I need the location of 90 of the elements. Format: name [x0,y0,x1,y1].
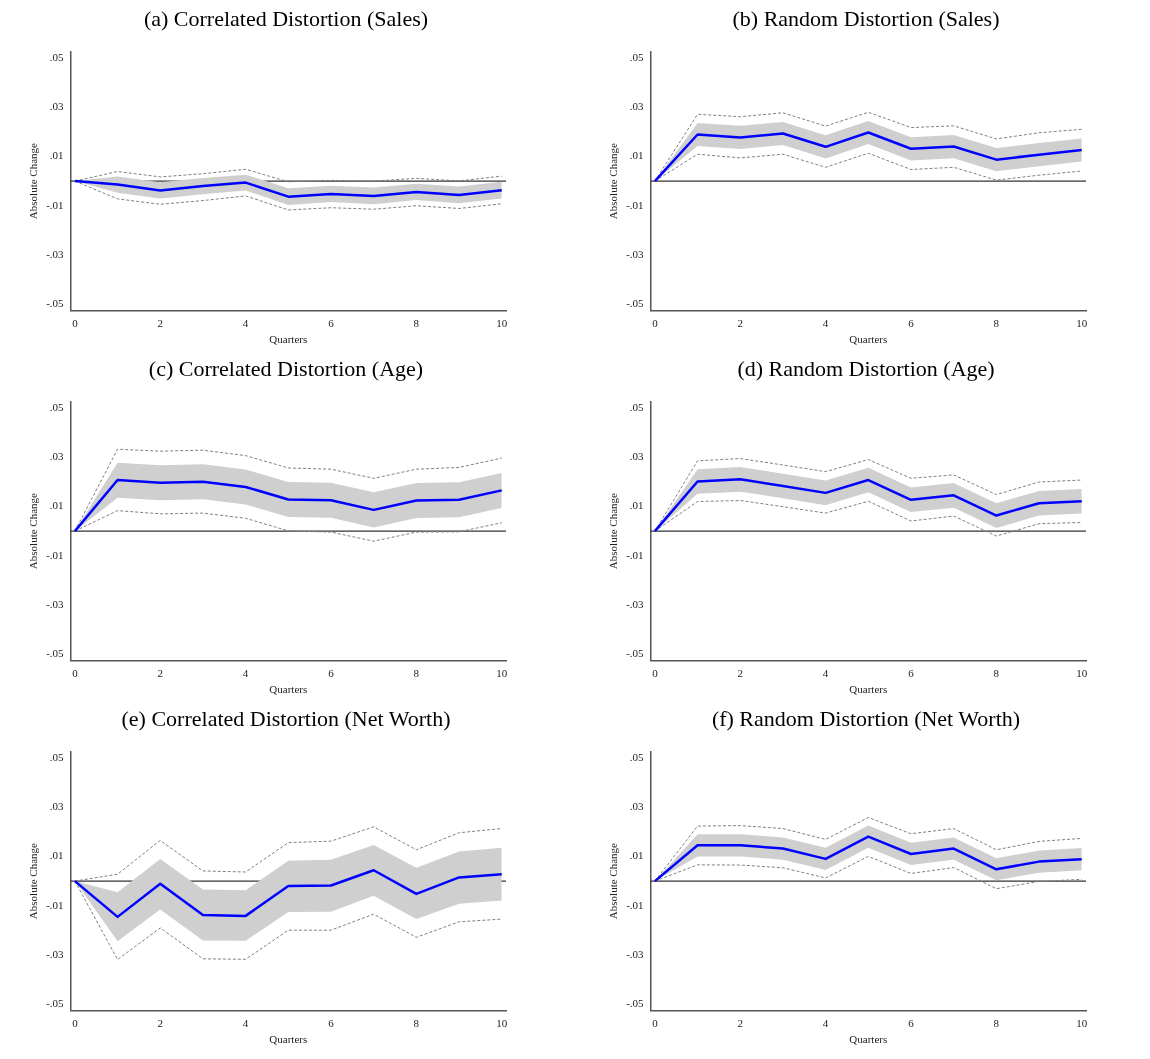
y-tick-label: -.01 [626,898,644,911]
y-tick-label: -.05 [46,997,65,1010]
x-tick-label: 2 [157,317,163,330]
y-tick-label: .05 [629,50,645,63]
x-tick-label: 0 [652,1017,659,1030]
x-tick-label: 6 [908,317,915,330]
chart-title: (c) Correlated Distortion (Age) [147,355,425,383]
y-tick-label: .05 [629,750,645,763]
y-tick-label: .03 [629,799,645,812]
y-tick-label: -.05 [46,647,65,660]
x-tick-label: 8 [413,1017,420,1030]
y-tick-label: .03 [49,799,65,812]
x-tick-label: 4 [822,317,829,330]
y-tick-label: .05 [49,50,65,63]
y-tick-label: .05 [629,400,645,413]
x-axis-title: Quarters [269,1033,308,1046]
x-tick-label: 10 [496,1017,508,1030]
y-axis-title: Absolute Change [27,492,40,570]
y-axis-title: Absolute Change [607,142,620,220]
x-tick-label: 8 [993,667,1000,680]
y-tick-label: .03 [49,99,65,112]
x-tick-label: 0 [72,1017,79,1030]
chart-title: (e) Correlated Distortion (Net Worth) [120,705,452,733]
y-tick-label: -.03 [46,247,65,260]
x-tick-label: 4 [822,1017,829,1030]
y-tick-label: -.01 [626,548,644,561]
y-tick-label: -.03 [46,597,65,610]
x-tick-label: 2 [737,317,743,330]
x-axis-title: Quarters [849,1033,888,1046]
x-tick-label: 10 [1076,667,1088,680]
x-tick-label: 6 [908,667,915,680]
x-tick-label: 0 [72,667,79,680]
y-axis-title: Absolute Change [27,842,40,920]
y-tick-label: -.05 [626,647,645,660]
chart-title: (d) Random Distortion (Age) [736,355,996,383]
x-tick-label: 4 [242,317,249,330]
y-tick-label: -.03 [626,247,645,260]
y-tick-label: -.01 [46,198,64,211]
y-tick-label: .01 [49,149,64,162]
x-tick-label: 4 [242,1017,249,1030]
x-tick-label: 6 [328,667,335,680]
y-axis-title: Absolute Change [607,842,620,920]
x-axis-title: Quarters [849,683,888,696]
chart-title: (b) Random Distortion (Sales) [731,5,1001,33]
y-tick-label: .01 [629,849,644,862]
y-axis-title: Absolute Change [607,492,620,570]
x-tick-label: 8 [413,667,420,680]
chart-title: (f) Random Distortion (Net Worth) [710,705,1022,733]
x-tick-label: 2 [737,667,743,680]
x-tick-label: 4 [822,667,829,680]
x-tick-label: 10 [1076,317,1088,330]
x-tick-label: 8 [993,317,1000,330]
x-axis-title: Quarters [269,683,308,696]
x-tick-label: 6 [328,1017,335,1030]
x-tick-label: 6 [328,317,335,330]
chart-title: (a) Correlated Distortion (Sales) [142,5,430,33]
y-tick-label: -.05 [626,997,645,1010]
x-tick-label: 0 [652,317,659,330]
x-tick-label: 2 [157,667,163,680]
x-tick-label: 8 [993,1017,1000,1030]
x-tick-label: 10 [496,667,508,680]
y-axis-title: Absolute Change [27,142,40,220]
y-tick-label: .05 [49,750,65,763]
x-tick-label: 2 [157,1017,163,1030]
x-axis-title: Quarters [849,333,888,346]
x-tick-label: 0 [652,667,659,680]
y-tick-label: -.03 [626,947,645,960]
x-axis-title: Quarters [269,333,308,346]
y-tick-label: .05 [49,400,65,413]
x-tick-label: 2 [737,1017,743,1030]
y-tick-label: -.05 [626,297,645,310]
x-tick-label: 8 [413,317,420,330]
y-tick-label: .03 [629,99,645,112]
y-tick-label: -.05 [46,297,65,310]
y-tick-label: -.03 [626,597,645,610]
y-tick-label: -.01 [626,198,644,211]
y-tick-label: -.03 [46,947,65,960]
x-tick-label: 10 [1076,1017,1088,1030]
y-tick-label: .01 [49,849,64,862]
y-tick-label: .01 [49,499,64,512]
y-tick-label: .01 [629,149,644,162]
y-tick-label: .01 [629,499,644,512]
y-tick-label: .03 [629,449,645,462]
y-tick-label: -.01 [46,898,64,911]
x-tick-label: 6 [908,1017,915,1030]
y-tick-label: -.01 [46,548,64,561]
y-tick-label: .03 [49,449,65,462]
x-tick-label: 10 [496,317,508,330]
x-tick-label: 0 [72,317,79,330]
x-tick-label: 4 [242,667,249,680]
